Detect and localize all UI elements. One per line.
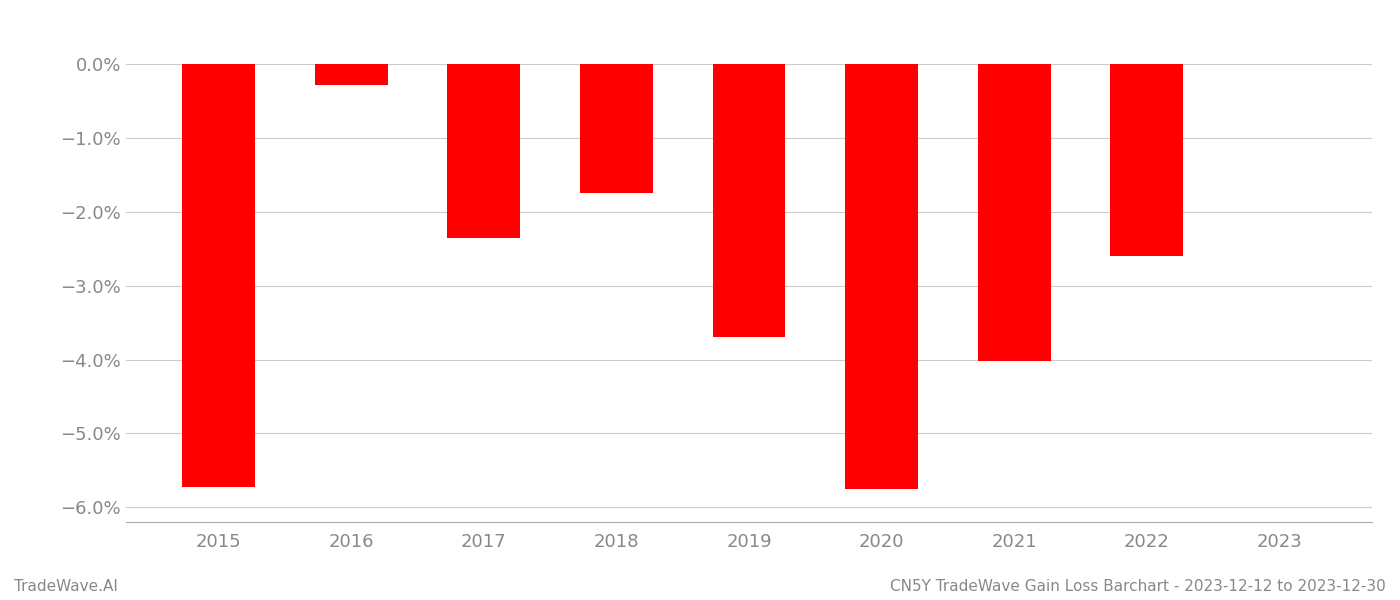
Bar [977, 64, 1050, 361]
Bar [1110, 64, 1183, 256]
Bar [713, 64, 785, 337]
Text: CN5Y TradeWave Gain Loss Barchart - 2023-12-12 to 2023-12-30: CN5Y TradeWave Gain Loss Barchart - 2023… [890, 579, 1386, 594]
Bar [448, 64, 521, 238]
Bar [182, 64, 255, 487]
Text: TradeWave.AI: TradeWave.AI [14, 579, 118, 594]
Bar [580, 64, 652, 193]
Bar [846, 64, 918, 489]
Bar [315, 64, 388, 85]
